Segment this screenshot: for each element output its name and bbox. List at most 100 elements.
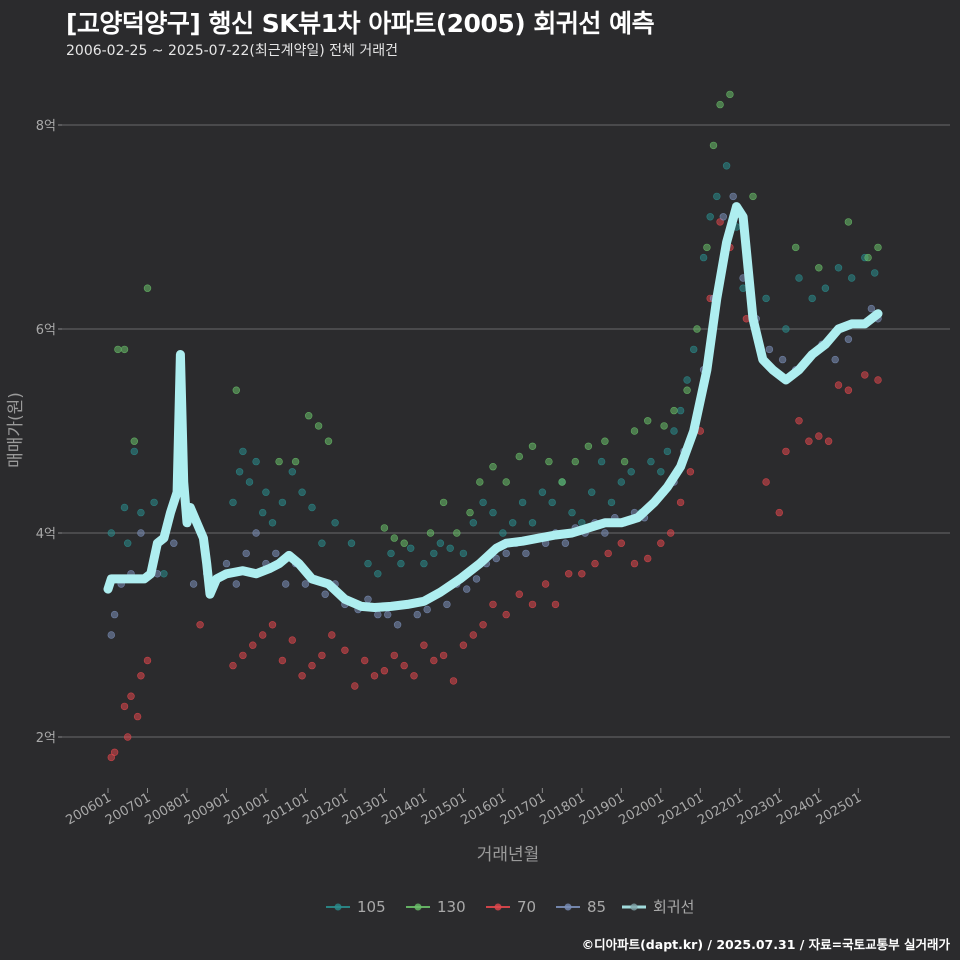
point-series-70 <box>844 386 853 394</box>
source-caption: ©디아파트(dapt.kr) / 2025.07.31 / 자료=국토교통부 실… <box>581 937 950 952</box>
legend-label: 105 <box>357 898 386 916</box>
point-series-70 <box>351 682 359 690</box>
point-series-85 <box>867 304 876 313</box>
legend-item-85: 85 <box>556 898 606 916</box>
point-series-85 <box>374 610 382 619</box>
point-series-70 <box>834 381 843 389</box>
point-series-105 <box>239 447 247 456</box>
point-series-85 <box>413 610 421 619</box>
point-series-70 <box>686 468 695 476</box>
point-series-70 <box>268 621 277 629</box>
legend-item-105: 105 <box>326 898 386 916</box>
point-series-105 <box>446 544 454 552</box>
x-axis-title: 거래년월 <box>477 845 540 865</box>
point-series-70 <box>617 539 625 547</box>
point-series-130 <box>439 498 448 507</box>
chart-title: [고양덕양구] 행신 SK뷰1차 아파트(2005) 회귀선 예측 <box>66 9 655 38</box>
point-series-105 <box>459 549 468 558</box>
point-series-85 <box>107 631 116 639</box>
point-series-105 <box>268 519 277 527</box>
point-series-70 <box>328 631 336 639</box>
point-series-85 <box>252 529 260 537</box>
point-series-130 <box>571 457 579 466</box>
regression-line <box>103 202 883 612</box>
point-series-130 <box>380 524 389 532</box>
point-series-70 <box>361 656 369 665</box>
point-series-130 <box>749 192 757 201</box>
point-series-130 <box>693 325 701 333</box>
point-series-70 <box>439 651 448 660</box>
point-series-130 <box>502 478 510 486</box>
point-series-70 <box>133 712 142 721</box>
point-series-70 <box>630 559 639 568</box>
point-series-105 <box>722 162 731 170</box>
point-series-85 <box>765 345 774 354</box>
point-series-105 <box>808 294 816 303</box>
point-series-70 <box>143 656 152 665</box>
point-series-85 <box>522 549 530 558</box>
point-series-130 <box>476 478 484 486</box>
point-series-105 <box>120 503 129 512</box>
point-series-105 <box>795 274 803 282</box>
point-series-85 <box>393 621 402 629</box>
point-series-105 <box>699 253 708 262</box>
point-series-70 <box>249 641 257 649</box>
point-series-130 <box>143 284 152 292</box>
point-series-130 <box>864 253 872 262</box>
point-series-105 <box>160 570 168 578</box>
point-series-70 <box>604 549 612 558</box>
point-series-130 <box>558 478 566 486</box>
point-series-130 <box>275 457 283 466</box>
point-series-70 <box>430 656 438 665</box>
point-series-105 <box>617 478 625 486</box>
point-series-70 <box>123 733 132 741</box>
point-series-105 <box>430 549 438 558</box>
point-series-105 <box>821 284 830 292</box>
point-series-105 <box>870 269 879 277</box>
point-series-130 <box>324 437 333 445</box>
point-series-105 <box>834 264 843 272</box>
point-series-70 <box>400 661 408 670</box>
point-series-70 <box>127 692 135 700</box>
point-series-105 <box>568 508 576 517</box>
point-series-105 <box>607 498 616 507</box>
point-series-105 <box>436 539 445 547</box>
point-series-130 <box>489 463 497 471</box>
point-series-85 <box>242 549 250 558</box>
y-tick-label: 4억 <box>36 527 56 542</box>
point-series-130 <box>660 422 668 430</box>
y-axis: 2억 4억 6억 8억 <box>36 119 62 746</box>
point-series-105 <box>150 498 158 507</box>
point-series-70 <box>541 580 550 588</box>
point-series-70 <box>390 651 398 660</box>
point-series-130 <box>683 386 691 394</box>
point-series-130 <box>815 264 823 272</box>
point-series-130 <box>630 427 639 435</box>
point-series-85 <box>232 580 241 588</box>
point-series-130 <box>584 442 593 450</box>
point-series-85 <box>272 549 280 558</box>
point-series-70 <box>318 651 326 660</box>
point-series-130 <box>291 457 300 466</box>
legend-item-회귀선: 회귀선 <box>622 898 694 916</box>
point-series-105 <box>683 376 691 384</box>
legend: 105 130 70 85 회귀선 <box>326 898 694 916</box>
point-series-85 <box>492 554 500 563</box>
point-series-70 <box>591 559 599 568</box>
point-series-105 <box>318 539 326 547</box>
point-series-85 <box>110 610 119 619</box>
point-series-105 <box>262 488 270 496</box>
point-series-105 <box>298 488 306 496</box>
point-series-85 <box>189 580 198 588</box>
point-series-105 <box>420 559 428 568</box>
legend-label: 130 <box>437 898 466 916</box>
legend-label: 회귀선 <box>653 898 694 916</box>
point-series-130 <box>390 534 398 542</box>
point-series-70 <box>239 651 247 660</box>
point-series-105 <box>509 519 517 527</box>
point-series-70 <box>775 508 783 517</box>
point-series-130 <box>400 539 408 547</box>
point-series-105 <box>278 498 287 507</box>
point-series-85 <box>719 213 727 221</box>
legend-key-point <box>334 903 342 911</box>
